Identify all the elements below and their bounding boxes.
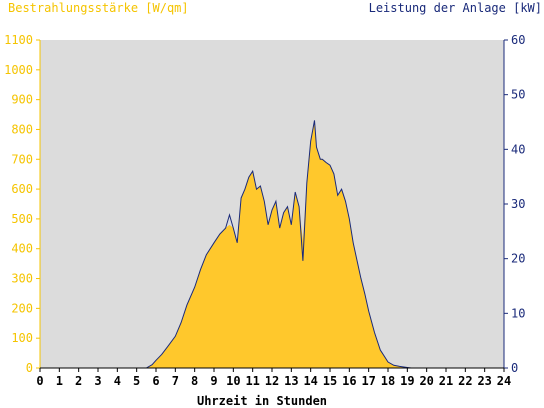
right-tick-label: 50 bbox=[511, 88, 525, 102]
left-tick-label: 900 bbox=[11, 93, 33, 107]
right-tick-label: 0 bbox=[511, 361, 518, 375]
x-tick-label: 7 bbox=[172, 374, 179, 388]
x-tick-label: 14 bbox=[303, 374, 317, 388]
x-tick-label: 3 bbox=[94, 374, 101, 388]
x-tick-label: 20 bbox=[419, 374, 433, 388]
x-tick-label: 9 bbox=[210, 374, 217, 388]
left-tick-label: 300 bbox=[11, 272, 33, 286]
x-tick-label: 22 bbox=[458, 374, 472, 388]
x-tick-label: 17 bbox=[361, 374, 375, 388]
x-tick-label: 6 bbox=[152, 374, 159, 388]
x-tick-label: 21 bbox=[439, 374, 453, 388]
left-tick-label: 100 bbox=[11, 331, 33, 345]
x-tick-label: 2 bbox=[75, 374, 82, 388]
left-tick-label: 1100 bbox=[4, 33, 33, 47]
right-tick-label: 60 bbox=[511, 33, 525, 47]
x-tick-label: 10 bbox=[226, 374, 240, 388]
irradiance-area bbox=[146, 120, 412, 368]
x-tick-label: 4 bbox=[114, 374, 121, 388]
x-tick-label: 5 bbox=[133, 374, 140, 388]
x-tick-label: 23 bbox=[477, 374, 491, 388]
right-tick-label: 40 bbox=[511, 142, 525, 156]
left-tick-label: 1000 bbox=[4, 63, 33, 77]
right-tick-label: 20 bbox=[511, 252, 525, 266]
x-tick-label: 13 bbox=[284, 374, 298, 388]
left-tick-label: 0 bbox=[26, 361, 33, 375]
power-line bbox=[146, 120, 412, 369]
x-tick-label: 15 bbox=[323, 374, 337, 388]
x-tick-label: 11 bbox=[245, 374, 259, 388]
x-tick-label: 12 bbox=[265, 374, 279, 388]
x-tick-label: 24 bbox=[497, 374, 511, 388]
right-tick-label: 30 bbox=[511, 197, 525, 211]
left-axis-title: Bestrahlungsstärke [W/qm] bbox=[8, 1, 189, 15]
x-tick-label: 0 bbox=[36, 374, 43, 388]
right-tick-label: 10 bbox=[511, 306, 525, 320]
left-tick-label: 400 bbox=[11, 242, 33, 256]
left-tick-label: 800 bbox=[11, 122, 33, 136]
x-tick-label: 19 bbox=[400, 374, 414, 388]
x-tick-label: 1 bbox=[56, 374, 63, 388]
left-tick-label: 500 bbox=[11, 212, 33, 226]
right-axis-title: Leistung der Anlage [kW] bbox=[369, 1, 542, 15]
x-tick-label: 16 bbox=[342, 374, 356, 388]
x-tick-label: 18 bbox=[381, 374, 395, 388]
x-tick-label: 8 bbox=[191, 374, 198, 388]
left-tick-label: 700 bbox=[11, 152, 33, 166]
x-axis-title: Uhrzeit in Stunden bbox=[197, 394, 327, 408]
left-tick-label: 600 bbox=[11, 182, 33, 196]
left-tick-label: 200 bbox=[11, 301, 33, 315]
